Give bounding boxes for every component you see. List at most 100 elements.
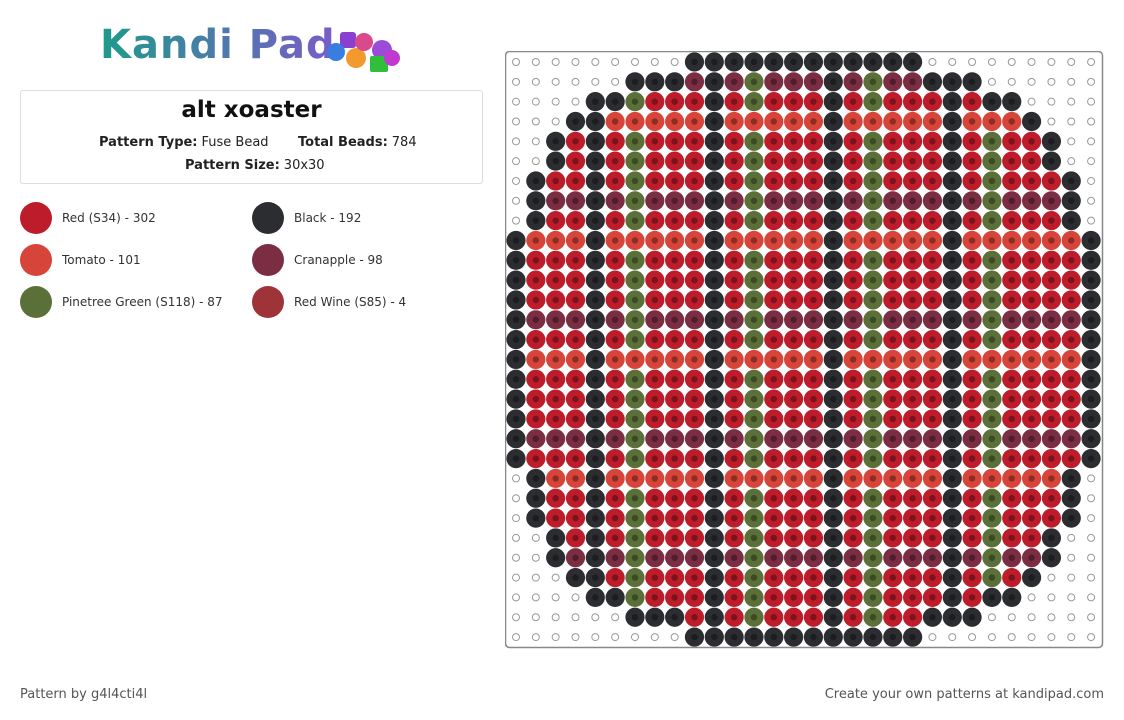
bead-hole bbox=[949, 257, 956, 264]
bead bbox=[764, 369, 784, 389]
bead bbox=[823, 191, 843, 211]
bead bbox=[1002, 567, 1022, 588]
bead-hole bbox=[730, 554, 738, 561]
bead-hole bbox=[1068, 177, 1075, 185]
bead-hole bbox=[750, 217, 758, 224]
bead-hole bbox=[631, 455, 639, 462]
bead bbox=[1021, 171, 1042, 191]
bead bbox=[744, 389, 764, 409]
credit[interactable]: Pattern by g4l4cti4l bbox=[20, 687, 148, 702]
promo[interactable]: Create your own patterns at kandipad.com bbox=[824, 687, 1104, 702]
bead-hole bbox=[849, 78, 857, 86]
bead-hole bbox=[889, 197, 896, 205]
bead bbox=[724, 72, 744, 92]
bead bbox=[704, 330, 724, 350]
bead-hole bbox=[949, 296, 956, 304]
bead-hole bbox=[949, 554, 956, 561]
bead bbox=[1021, 389, 1042, 409]
bead bbox=[942, 567, 962, 588]
bead bbox=[962, 409, 982, 429]
bead-hole bbox=[750, 78, 758, 86]
bead-hole bbox=[512, 435, 520, 442]
bead bbox=[565, 409, 586, 429]
bead bbox=[704, 389, 724, 409]
bead bbox=[1041, 290, 1062, 310]
bead bbox=[1021, 528, 1042, 548]
bead-hole bbox=[691, 554, 698, 561]
peg bbox=[512, 77, 520, 86]
bead-hole bbox=[1008, 356, 1015, 363]
bead-hole bbox=[572, 554, 579, 561]
bead-hole bbox=[711, 336, 718, 343]
bead-hole bbox=[889, 495, 896, 502]
bead bbox=[625, 567, 645, 588]
bead bbox=[942, 488, 962, 508]
peg bbox=[512, 514, 520, 523]
bead-hole bbox=[572, 157, 579, 165]
bead-hole bbox=[572, 197, 579, 205]
bead-hole bbox=[810, 138, 817, 145]
bead-hole bbox=[968, 157, 976, 165]
bead-hole bbox=[830, 78, 837, 86]
bead bbox=[605, 171, 625, 191]
bead-hole bbox=[988, 475, 996, 482]
bead bbox=[843, 131, 863, 151]
bead bbox=[883, 468, 903, 489]
bead-hole bbox=[1048, 316, 1055, 323]
bead-hole bbox=[810, 356, 817, 363]
bead-hole bbox=[849, 118, 857, 125]
bead bbox=[645, 310, 665, 330]
bead-hole bbox=[651, 296, 659, 304]
bead bbox=[1061, 369, 1081, 389]
bead bbox=[903, 72, 923, 92]
bead-hole bbox=[830, 356, 837, 363]
bead bbox=[744, 607, 764, 627]
field: Pattern Type: Fuse Bead bbox=[99, 135, 269, 150]
bead bbox=[744, 151, 764, 171]
bead bbox=[724, 627, 744, 647]
bead-hole bbox=[750, 356, 758, 363]
bead-hole bbox=[1048, 276, 1055, 284]
bead-hole bbox=[869, 435, 877, 442]
bead bbox=[784, 52, 804, 72]
bead bbox=[665, 290, 685, 310]
bead bbox=[1002, 369, 1022, 389]
bead bbox=[1002, 349, 1022, 370]
bead-hole bbox=[611, 296, 619, 304]
bead-hole bbox=[631, 356, 639, 363]
swatch bbox=[20, 244, 52, 276]
bead bbox=[942, 250, 962, 270]
bead-hole bbox=[691, 594, 698, 601]
peg bbox=[551, 117, 560, 126]
bead-hole bbox=[572, 296, 579, 304]
bead-hole bbox=[790, 455, 797, 462]
bead bbox=[1081, 270, 1101, 290]
bead-hole bbox=[889, 614, 896, 621]
peg bbox=[551, 58, 560, 66]
bead-hole bbox=[949, 177, 956, 185]
bead bbox=[784, 131, 804, 151]
bead bbox=[585, 389, 605, 409]
bead-hole bbox=[711, 276, 718, 284]
bead-hole bbox=[810, 455, 817, 462]
bead-hole bbox=[929, 157, 936, 165]
bead bbox=[883, 131, 903, 151]
peg bbox=[670, 58, 679, 66]
bead bbox=[665, 508, 685, 528]
bead-hole bbox=[691, 574, 698, 581]
bead bbox=[526, 191, 546, 211]
bead-hole bbox=[1028, 157, 1035, 165]
bead bbox=[684, 250, 705, 270]
bead-hole bbox=[770, 296, 777, 304]
bead-hole bbox=[730, 534, 738, 542]
bead-hole bbox=[949, 157, 956, 165]
bead bbox=[784, 250, 804, 270]
bead-hole bbox=[691, 514, 698, 522]
bead-hole bbox=[929, 574, 936, 581]
bead bbox=[903, 627, 923, 647]
bead bbox=[605, 369, 625, 389]
bead-hole bbox=[1087, 356, 1095, 363]
bead-hole bbox=[750, 514, 758, 522]
logo[interactable]: Kandi Pad bbox=[100, 22, 336, 68]
bead bbox=[605, 429, 625, 449]
